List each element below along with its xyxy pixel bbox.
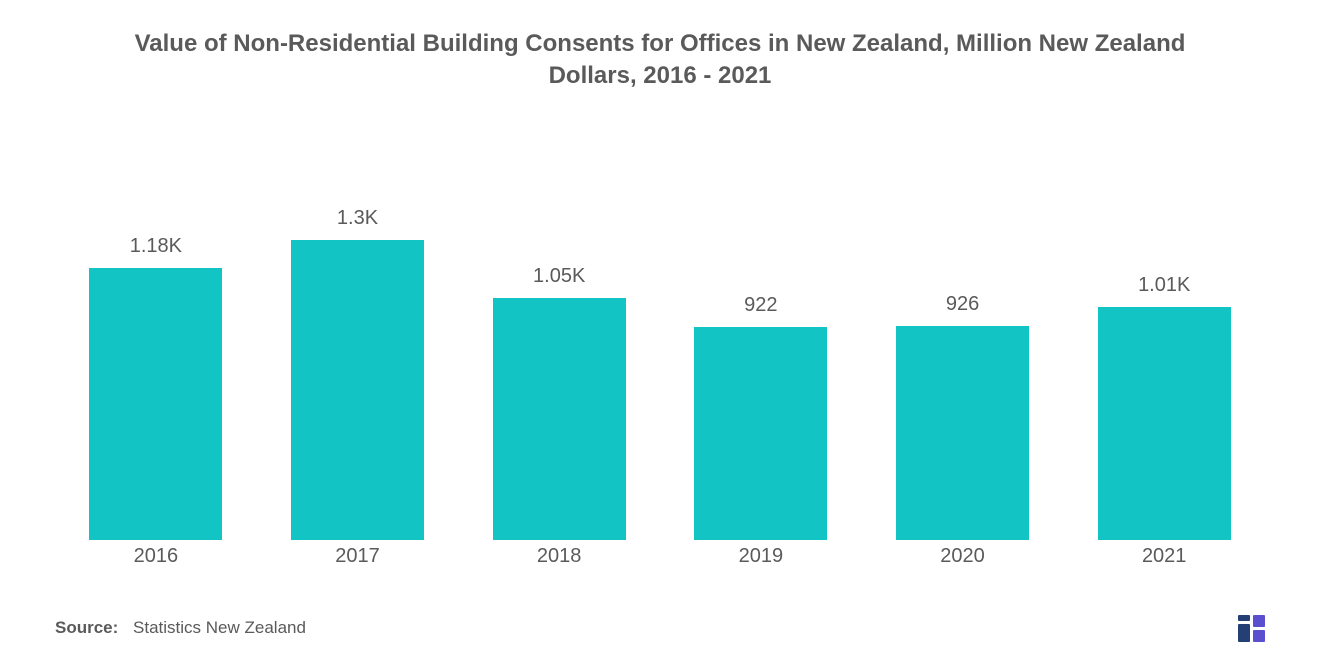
- x-axis-tick: 2021: [1063, 545, 1265, 568]
- bar-value-label: 1.18K: [130, 235, 182, 258]
- bar-slot: 922: [660, 140, 862, 540]
- bar-value-label: 926: [946, 293, 979, 316]
- bar: [493, 298, 626, 540]
- bar-slot: 1.18K: [55, 140, 257, 540]
- x-axis-tick: 2017: [257, 545, 459, 568]
- x-axis: 201620172018201920202021: [55, 545, 1265, 568]
- source-label: Source:: [55, 618, 118, 637]
- x-axis-tick: 2016: [55, 545, 257, 568]
- x-axis-tick: 2020: [862, 545, 1064, 568]
- bar: [1098, 307, 1231, 540]
- bar: [896, 326, 1029, 540]
- bar: [89, 268, 222, 540]
- bar: [694, 327, 827, 540]
- chart-title: Value of Non-Residential Building Consen…: [0, 0, 1320, 93]
- bar-slot: 1.01K: [1063, 140, 1265, 540]
- chart-footer: Source: Statistics New Zealand: [55, 613, 1265, 643]
- bar-value-label: 1.05K: [533, 265, 585, 288]
- bar: [291, 240, 424, 540]
- bar-slot: 926: [862, 140, 1064, 540]
- brand-logo-icon: [1238, 614, 1265, 642]
- source-text: Statistics New Zealand: [133, 618, 306, 637]
- x-axis-tick: 2018: [458, 545, 660, 568]
- source-citation: Source: Statistics New Zealand: [55, 618, 306, 638]
- bar-slot: 1.05K: [458, 140, 660, 540]
- bar-chart: 1.18K 1.3K 1.05K 922 926 1.01K: [55, 140, 1265, 540]
- chart-container: Value of Non-Residential Building Consen…: [0, 0, 1320, 665]
- bar-value-label: 1.3K: [337, 207, 378, 230]
- x-axis-tick: 2019: [660, 545, 862, 568]
- bar-value-label: 922: [744, 294, 777, 317]
- bar-value-label: 1.01K: [1138, 274, 1190, 297]
- bar-slot: 1.3K: [257, 140, 459, 540]
